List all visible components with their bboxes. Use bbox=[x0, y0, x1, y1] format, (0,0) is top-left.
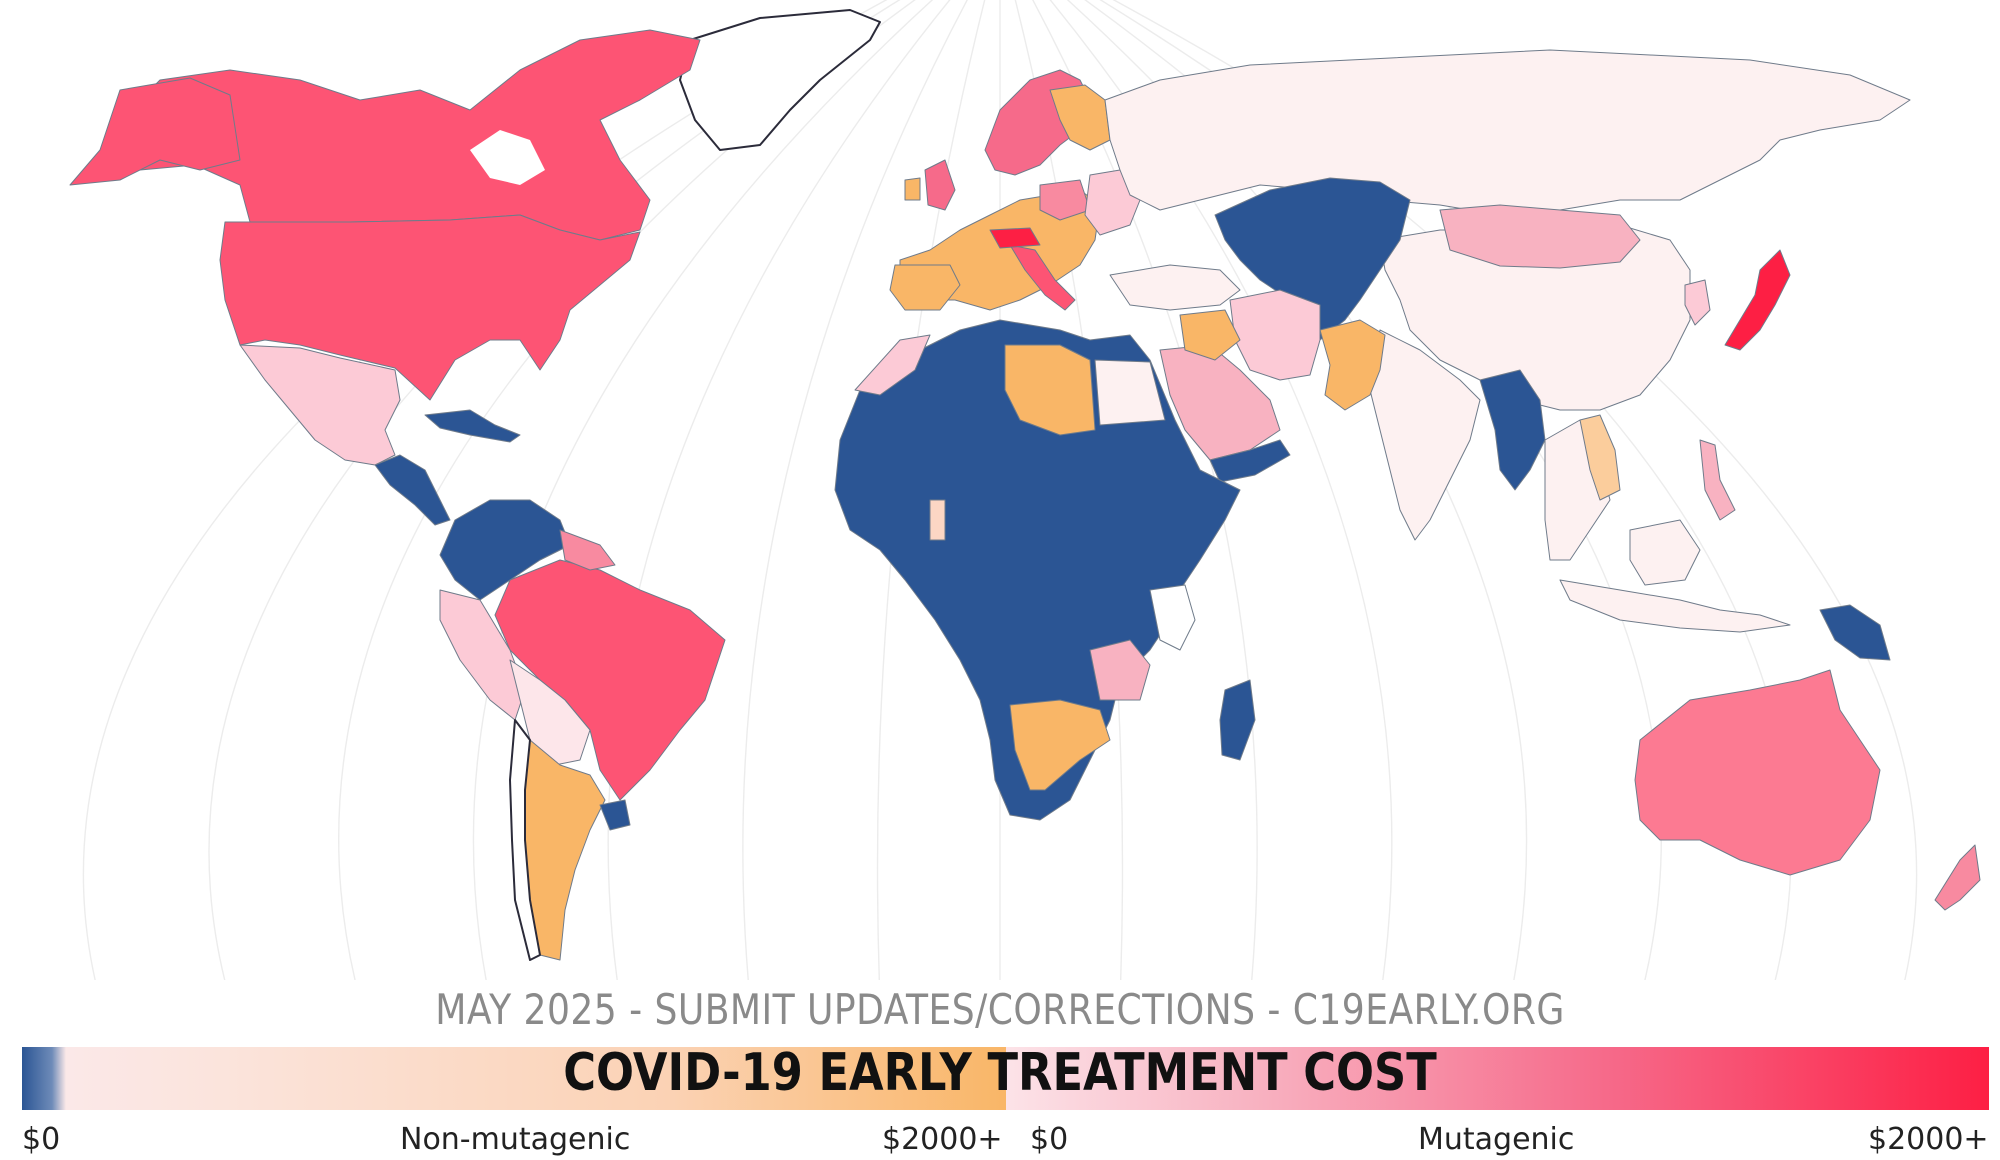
guianas-region bbox=[559, 529, 616, 571]
legend-bar-mutagenic bbox=[1006, 1047, 1989, 1110]
papua-new-guinea-region bbox=[1819, 604, 1891, 661]
madagascar-region bbox=[1219, 679, 1256, 761]
egypt-region bbox=[1094, 359, 1166, 426]
hudson-bay bbox=[470, 130, 545, 185]
zambia-region bbox=[1089, 639, 1151, 701]
myanmar-region bbox=[1479, 369, 1546, 491]
iberia-region bbox=[889, 264, 961, 311]
brazil-region bbox=[494, 559, 726, 801]
iraq-region bbox=[1179, 309, 1241, 361]
mexico-region bbox=[239, 344, 401, 466]
legend-right-max: $2000+ bbox=[1868, 1122, 1989, 1157]
world-map bbox=[69, 0, 1981, 980]
new-zealand-region bbox=[1934, 844, 1981, 911]
legend-title: COVID-19 EARLY TREATMENT COST bbox=[563, 1043, 1437, 1103]
central-asia-region bbox=[1214, 177, 1411, 341]
uruguay-region bbox=[599, 799, 631, 831]
caribbean-region bbox=[424, 409, 521, 443]
argentina-region bbox=[524, 739, 606, 961]
colombia-venezuela-region bbox=[439, 499, 571, 601]
austria-region bbox=[989, 227, 1041, 249]
central-america-region bbox=[374, 454, 451, 526]
italy-region bbox=[1009, 244, 1076, 311]
legend-left-min: $0 bbox=[22, 1122, 61, 1157]
pakistan-region bbox=[1319, 319, 1386, 411]
alaska-region bbox=[69, 77, 241, 186]
ireland-region bbox=[904, 177, 921, 201]
legend-right-min: $0 bbox=[1030, 1122, 1069, 1157]
turkey-region bbox=[1109, 264, 1241, 311]
japan-region bbox=[1724, 249, 1791, 351]
iran-region bbox=[1229, 289, 1321, 381]
mongolia-region bbox=[1439, 204, 1641, 269]
kenya-region bbox=[1149, 584, 1196, 651]
usa-region bbox=[219, 214, 641, 401]
legend-left-max: $2000+ bbox=[882, 1122, 1003, 1157]
vietnam-region bbox=[1579, 414, 1621, 501]
philippines-region bbox=[1699, 439, 1736, 521]
poland-region bbox=[1039, 179, 1091, 221]
borneo-region bbox=[1629, 519, 1701, 586]
russia-region bbox=[1104, 49, 1911, 216]
saudi-region bbox=[1159, 344, 1281, 461]
uk-region bbox=[924, 159, 956, 211]
korea-region bbox=[1684, 279, 1711, 326]
morocco-region bbox=[854, 334, 931, 396]
libya-region bbox=[1004, 344, 1096, 436]
legend-right-name: Mutagenic bbox=[1418, 1122, 1575, 1157]
legend-bar-nonmutagenic bbox=[22, 1047, 1006, 1110]
namibia-botswana-region bbox=[1009, 699, 1111, 791]
greenland-region bbox=[679, 9, 881, 151]
indonesia-region bbox=[1559, 579, 1791, 633]
canada-region bbox=[94, 29, 701, 241]
legend-left-name: Non-mutagenic bbox=[400, 1122, 631, 1157]
chile-region bbox=[509, 719, 541, 961]
india-region bbox=[1369, 329, 1481, 541]
ghana-region bbox=[929, 499, 946, 541]
peru-region bbox=[439, 589, 526, 721]
footer-update-note: MAY 2025 - SUBMIT UPDATES/CORRECTIONS - … bbox=[435, 985, 1565, 1034]
australia-region bbox=[1634, 669, 1881, 876]
finland-region bbox=[1049, 84, 1111, 151]
